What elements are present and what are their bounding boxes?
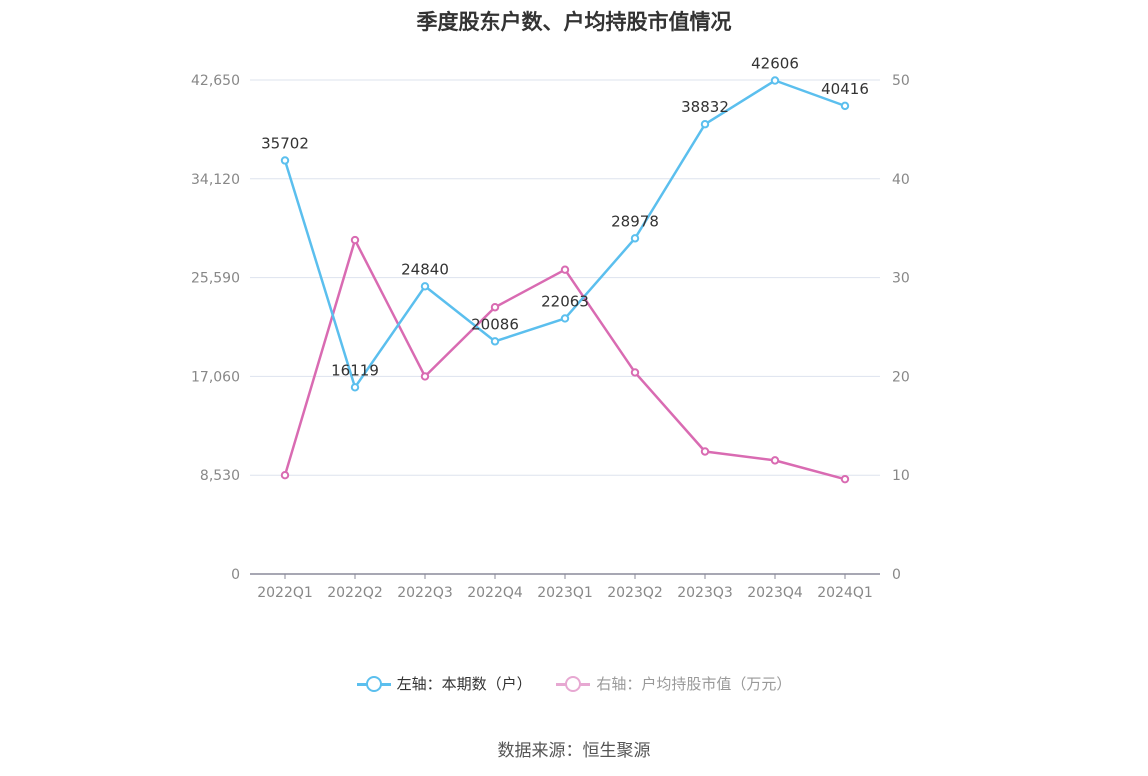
source-note: 数据来源：恒生聚源	[497, 741, 651, 761]
x-axis-tick-label: 2023Q1	[537, 585, 593, 601]
left-series-point	[490, 337, 500, 346]
left-axis-tick-label: 42,650	[191, 73, 240, 89]
data-labels: 35702 16119 24840 20086 22063 28978 38832 42606…	[261, 55, 869, 380]
x-axis-tick-label: 2023Q3	[677, 585, 733, 601]
left-series-point	[630, 234, 640, 243]
left-series-line	[283, 79, 846, 389]
legend-item-right-series[interactable]: 右轴：户均持股市值（万元）	[556, 673, 791, 694]
x-axis-tick-label: 2022Q2	[327, 585, 383, 601]
left-series-point	[770, 76, 780, 85]
legend-left-label: 左轴：本期数（户）	[396, 675, 532, 693]
right-axis-tick-label: 40	[892, 172, 910, 188]
x-axis-tick-label: 2024Q1	[817, 585, 873, 601]
right-axis-tick-label: 20	[892, 369, 910, 385]
left-series-point	[350, 383, 360, 392]
left-axis-tick-label: 0	[231, 567, 240, 583]
left-axis-tick-label: 8,530	[200, 468, 240, 484]
right-series-line	[283, 238, 846, 481]
right-axis-tick-label: 10	[892, 468, 910, 484]
left-series-data-label: 20086	[471, 315, 519, 333]
right-series-point	[700, 447, 710, 456]
right-series-point	[350, 235, 360, 245]
left-series-point	[420, 282, 430, 291]
x-axis-tick-label: 2022Q1	[257, 585, 313, 601]
left-series-data-label: 22063	[541, 292, 589, 310]
left-axis-tick-label: 34,120	[191, 172, 240, 188]
left-axis-tick-label: 25,590	[191, 271, 240, 287]
right-series-point	[280, 471, 290, 480]
left-series-data-label: 16119	[331, 361, 379, 379]
x-axis-tick-label: 2023Q4	[747, 585, 803, 601]
right-axis-tick-label: 30	[892, 271, 910, 287]
legend-left-marker-icon	[356, 674, 391, 694]
left-series-point	[700, 120, 710, 129]
right-axis-tick-label: 0	[892, 567, 901, 583]
right-series-point	[420, 372, 430, 381]
chart-title: 季度股东户数、户均持股市值情况	[416, 10, 732, 34]
series-lines	[280, 76, 850, 484]
left-series-data-label: 24840	[401, 260, 449, 278]
left-series-data-label: 38832	[681, 98, 729, 116]
right-axis-tick-label: 50	[892, 73, 910, 89]
x-axis-tick-label: 2022Q3	[397, 585, 453, 601]
left-series-data-label: 40416	[821, 80, 869, 98]
x-axis-tick-label: 2022Q4	[467, 585, 523, 601]
left-series-data-label: 28978	[611, 212, 659, 230]
axes: 0 8,530 17,060 25,590 34,120 42,650 0 10 20 30 40 5…	[191, 73, 910, 601]
right-series-point	[770, 456, 780, 465]
legend-right-label: 右轴：户均持股市值（万元）	[596, 675, 792, 693]
left-series-point	[560, 314, 570, 323]
legend: 左轴：本期数（户） 右轴：户均持股市值（万元）	[0, 673, 1148, 698]
right-series-point	[840, 474, 850, 484]
right-series-point	[490, 303, 500, 312]
left-series-point	[840, 101, 850, 111]
x-axis-tick-label: 2023Q2	[607, 585, 663, 601]
left-axis-tick-label: 17,060	[191, 369, 240, 385]
right-series-point	[560, 265, 570, 274]
legend-right-marker-icon	[556, 674, 591, 694]
left-series-point	[280, 156, 290, 165]
left-series-data-label: 35702	[261, 134, 309, 152]
right-series-point	[630, 368, 640, 377]
grid-lines	[250, 79, 880, 476]
left-series-data-label: 42606	[751, 55, 799, 73]
legend-item-left-series[interactable]: 左轴：本期数（户）	[356, 673, 532, 694]
